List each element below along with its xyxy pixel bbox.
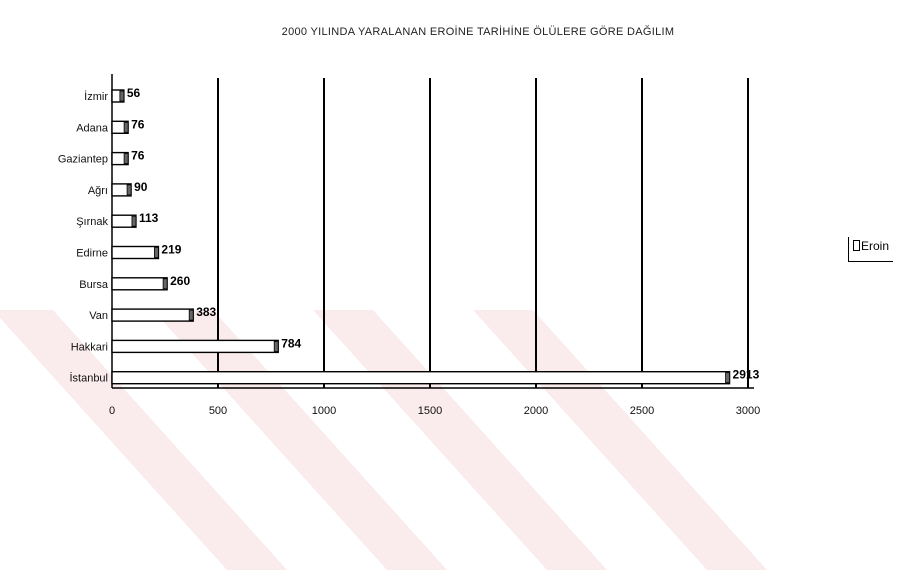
bar [111, 339, 279, 354]
value-label: 260 [170, 274, 190, 288]
bar-end-cap [273, 340, 279, 352]
bar-end-cap [154, 247, 159, 258]
x-tick-label: 3000 [736, 405, 760, 417]
bar [111, 277, 168, 291]
x-tick-label: 2500 [630, 405, 654, 417]
chart-title: 2000 YILINDA YARALANAN EROİNE TARİHİNE Ö… [282, 25, 675, 38]
category-label: İstanbul [69, 372, 108, 385]
x-tick-label: 500 [209, 405, 227, 417]
value-label: 113 [139, 211, 159, 225]
category-label: Adana [76, 122, 109, 134]
x-tick-label: 0 [109, 405, 115, 417]
x-tick-label: 2000 [524, 405, 548, 417]
value-label: 90 [134, 180, 148, 194]
x-tick-label: 1500 [418, 405, 442, 417]
value-label: 2913 [733, 368, 760, 382]
labels: 0 500 1000 1500 2000 2500 3000 İzmir 56 Adana 76 Ga… [58, 86, 760, 417]
chart-canvas: 0 500 1000 1500 2000 2500 3000 İzmir 56 Adana 76 Ga… [0, 25, 894, 570]
bar-end-cap [188, 309, 194, 321]
value-label: 76 [131, 149, 145, 163]
bar-end-cap [123, 153, 129, 165]
category-label: Van [89, 310, 108, 322]
bar [111, 245, 160, 260]
legend-swatch [853, 240, 860, 251]
category-label: Şırnak [76, 216, 108, 228]
bar [111, 371, 731, 385]
category-label: Ağrı [88, 185, 108, 197]
bar-end-cap [162, 278, 168, 290]
grid [217, 78, 749, 388]
bar-end-cap [725, 372, 730, 384]
value-label: 784 [281, 336, 301, 350]
bar-end-cap [123, 121, 129, 133]
value-label: 56 [127, 86, 141, 100]
bar [111, 308, 194, 322]
value-label: 383 [196, 305, 216, 319]
x-tick-label: 1000 [312, 405, 336, 417]
value-label: 219 [161, 243, 181, 257]
category-label: İzmir [84, 90, 108, 103]
legend-label: Eroin [861, 239, 890, 253]
value-label: 76 [131, 117, 145, 131]
bar-end-cap [131, 215, 137, 227]
bar-end-cap [126, 184, 132, 196]
category-label: Edirne [76, 248, 108, 260]
category-label: Bursa [79, 279, 109, 291]
bar-chart: 0 500 1000 1500 2000 2500 3000 İzmir 56 Adana 76 Ga… [58, 25, 760, 417]
bar-end-cap [119, 90, 125, 102]
bars [111, 89, 731, 385]
legend: Eroin [848, 237, 894, 262]
category-label: Gaziantep [58, 154, 108, 166]
category-label: Hakkari [71, 341, 108, 353]
